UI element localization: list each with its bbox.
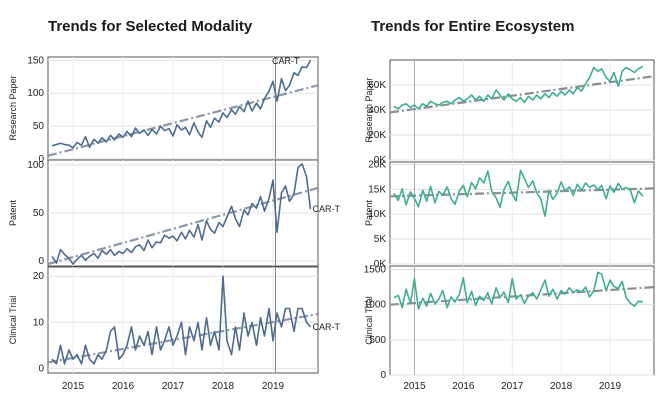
ecosystem-patent-ytick-label: 15K: [368, 184, 386, 195]
modality-xtick-label: 2015: [62, 381, 85, 392]
ecosystem-clinical-trial-y-axis-label: Clinical Trial: [364, 296, 374, 345]
ecosystem-patent-frame: [389, 161, 655, 265]
chart-title-entire-ecosystem: Trends for Entire Ecosystem: [371, 18, 575, 35]
ecosystem-xtick-label: 2017: [501, 381, 524, 392]
modality-patent-series-line: [51, 163, 312, 265]
ecosystem-research-paper-ytick-label: 40K: [368, 105, 386, 116]
modality-clinical-trial-ytick-label: 20: [33, 271, 45, 282]
modality-xtick-label: 2018: [212, 381, 235, 392]
ecosystem-clinical-trial-frame: [389, 265, 655, 376]
modality-clinical-trial-ytick-label: 10: [33, 317, 45, 328]
ecosystem-clinical-trial-ytick-label: 500: [369, 335, 386, 346]
ecosystem-patent-ytick-label: 10K: [368, 209, 386, 220]
modality-patent-y-axis-label: Patent: [8, 199, 18, 226]
modality-research-paper-annotation: CAR-T: [272, 56, 300, 66]
ecosystem-clinical-trial-ytick-label: 0: [380, 370, 386, 381]
ecosystem-research-paper-series-line: [393, 65, 644, 110]
ecosystem-patent-y-axis-label: Patent: [364, 199, 374, 226]
ecosystem-patent-ytick-label: 5K: [374, 234, 387, 245]
ecosystem-patent-ytick-label: 20K: [368, 159, 386, 170]
modality-research-paper-ytick-label: 150: [27, 55, 44, 66]
modality-clinical-trial-y-axis-label: Clinical Trial: [8, 296, 18, 345]
chart-title-selected-modality: Trends for Selected Modality: [48, 18, 253, 35]
ecosystem-research-paper-ytick-label: 60K: [368, 80, 386, 91]
ecosystem-research-paper-ytick-label: 20K: [368, 130, 386, 141]
modality-xtick-label: 2019: [262, 381, 285, 392]
ecosystem-research-paper-y-axis-label: Research Paper: [364, 77, 374, 142]
ecosystem-xtick-label: 2016: [452, 381, 475, 392]
ecosystem-patent-trend-line: [389, 187, 655, 198]
modality-research-paper-ytick-label: 100: [27, 88, 44, 99]
modality-patent-ytick-label: 0: [38, 256, 44, 267]
ecosystem-clinical-trial-series-line: [393, 271, 643, 310]
modality-research-paper-ytick-label: 0: [38, 154, 44, 165]
ecosystem-research-paper-trend-line: [389, 75, 655, 114]
ecosystem-research-paper-ytick-label: 0K: [374, 155, 387, 166]
ecosystem-clinical-trial-trend-line: [389, 285, 655, 306]
ecosystem-patent-series-line: [393, 169, 644, 217]
modality-patent-ytick-label: 50: [33, 208, 45, 219]
modality-research-paper-y-axis-label: Research Paper: [8, 75, 18, 140]
modality-research-paper-trend-line: [47, 84, 319, 157]
modality-research-paper-ytick-label: 50: [33, 121, 45, 132]
modality-clinical-trial-frame: [47, 266, 319, 374]
ecosystem-clinical-trial-ytick-label: 1000: [364, 300, 387, 311]
modality-clinical-trial-annotation: CAR-T: [313, 322, 341, 332]
modality-xtick-label: 2017: [162, 381, 185, 392]
modality-clinical-trial-series-line: [51, 275, 312, 365]
modality-research-paper-series-line: [51, 59, 312, 149]
ecosystem-patent-ytick-label: 0K: [374, 259, 387, 270]
modality-patent-annotation: CAR-T: [313, 204, 341, 214]
modality-clinical-trial-ytick-label: 0: [38, 363, 44, 374]
modality-patent-trend-line: [47, 186, 319, 266]
ecosystem-xtick-label: 2019: [599, 381, 622, 392]
modality-patent-ytick-label: 100: [27, 160, 44, 171]
modality-xtick-label: 2016: [112, 381, 135, 392]
ecosystem-xtick-label: 2018: [550, 381, 573, 392]
ecosystem-clinical-trial-ytick-label: 1500: [364, 265, 387, 276]
ecosystem-xtick-label: 2015: [403, 381, 426, 392]
